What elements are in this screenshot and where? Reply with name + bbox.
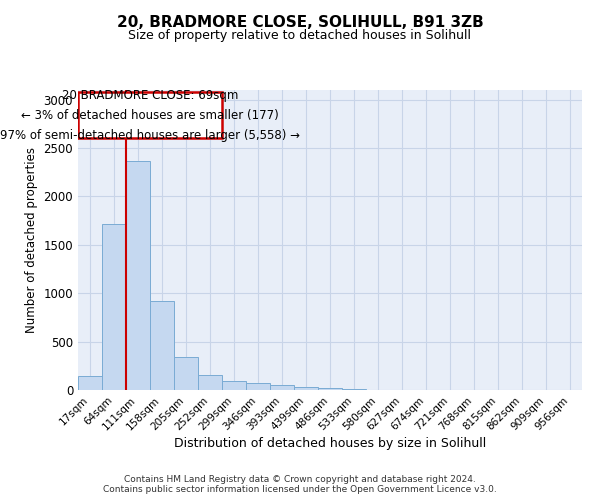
Bar — [294, 387, 318, 390]
Bar — [78, 92, 222, 138]
Bar — [342, 389, 366, 390]
Bar — [174, 357, 198, 390]
Bar — [126, 160, 150, 390]
Y-axis label: Number of detached properties: Number of detached properties — [25, 147, 38, 333]
Bar — [270, 385, 294, 390]
Text: 20 BRADMORE CLOSE: 69sqm
← 3% of detached houses are smaller (177)
97% of semi-d: 20 BRADMORE CLOSE: 69sqm ← 3% of detache… — [0, 88, 300, 142]
X-axis label: Distribution of detached houses by size in Solihull: Distribution of detached houses by size … — [174, 438, 486, 450]
Bar — [198, 374, 222, 390]
Text: 20, BRADMORE CLOSE, SOLIHULL, B91 3ZB: 20, BRADMORE CLOSE, SOLIHULL, B91 3ZB — [116, 15, 484, 30]
Text: Contains HM Land Registry data © Crown copyright and database right 2024.: Contains HM Land Registry data © Crown c… — [124, 474, 476, 484]
Text: Contains public sector information licensed under the Open Government Licence v3: Contains public sector information licen… — [103, 486, 497, 494]
Bar — [318, 388, 342, 390]
Bar — [246, 383, 270, 390]
Bar — [150, 301, 174, 390]
Text: Size of property relative to detached houses in Solihull: Size of property relative to detached ho… — [128, 30, 472, 43]
Bar — [222, 382, 246, 390]
Bar — [78, 376, 102, 390]
Bar — [102, 224, 126, 390]
